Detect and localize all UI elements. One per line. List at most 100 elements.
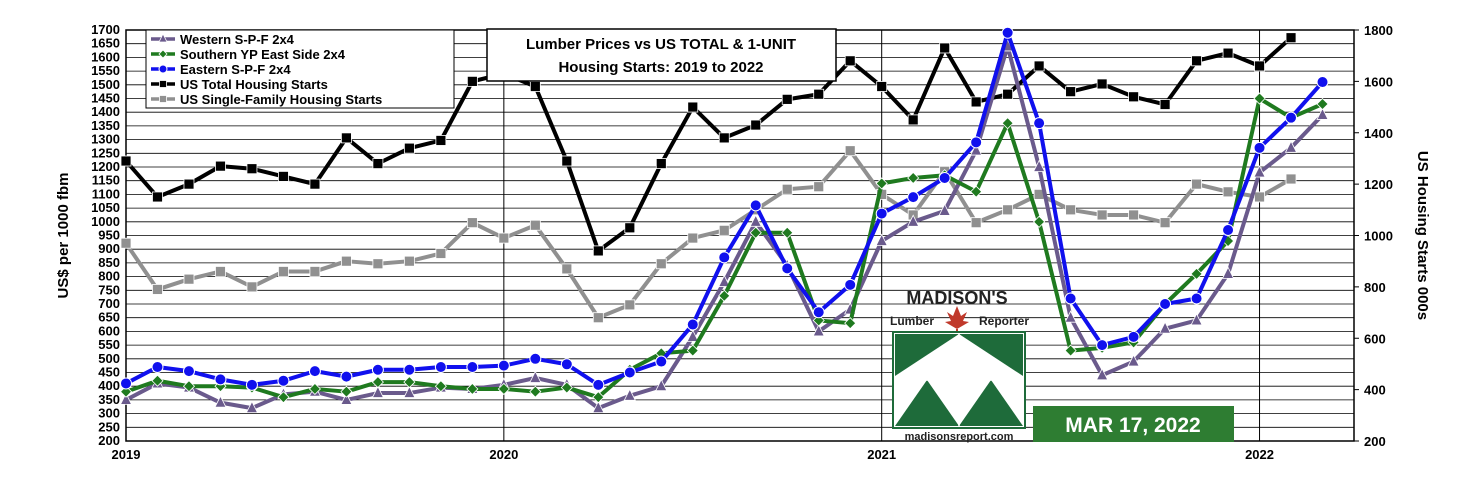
data-point [1191,55,1202,67]
data-point [749,199,762,212]
data-point [341,132,352,144]
data-point [435,135,447,146]
data-point [970,136,983,149]
data-point [718,289,731,302]
data-point [1033,215,1046,228]
data-point [655,355,668,368]
logo-emblem-shape-bl [895,380,959,426]
data-point [1159,217,1171,229]
data-point [592,378,605,391]
data-point [938,171,951,184]
y-left-tick-label: 1600 [91,49,120,64]
data-point [214,395,227,408]
data-point [1316,107,1329,120]
y-left-tick-label: 850 [98,255,120,270]
data-point [120,155,132,167]
chart-title-line1: Lumber Prices vs US TOTAL & 1-UNIT [526,36,796,53]
logo-brand: MADISON'S [906,288,1007,308]
legend-entry: US Single-Family Housing Starts [151,92,382,107]
data-point [1222,186,1234,198]
data-point [120,377,132,390]
legend-marker [159,80,167,88]
data-point [813,88,825,100]
data-point [340,392,353,405]
data-point [686,329,699,342]
data-point [278,266,289,277]
data-point [403,385,416,398]
x-tick-label: 2021 [867,447,896,462]
data-point [1284,140,1298,153]
y-left-tick-label: 550 [98,337,120,352]
y-left-tick-label: 1100 [92,186,120,201]
y-right-tick-label: 200 [1364,434,1386,449]
data-point [1316,97,1329,111]
data-point [182,380,196,393]
logo-sub-left: Lumber [890,314,934,328]
data-point [529,385,542,398]
y-left-tick-label: 300 [98,406,120,421]
data-point [750,119,762,131]
data-point [938,203,951,216]
logo-emblem-shape-tl [895,334,959,376]
series-eastern-s-p-f-2x4 [120,26,1329,391]
data-point [466,361,479,374]
data-point [435,248,447,259]
data-point [183,178,195,190]
legend-label: Eastern S-P-F 2x4 [180,62,291,77]
data-point [1128,91,1139,103]
y-left-tick-label: 250 [98,419,120,434]
data-point [1285,111,1298,124]
data-point [655,258,667,270]
y-left-tick-label: 1050 [91,200,120,215]
data-point [718,132,730,144]
y-left-tick-label: 1500 [91,77,120,92]
data-point [1033,117,1046,130]
data-point [844,55,856,67]
data-point [1222,47,1234,59]
y-left-tick-label: 1000 [91,214,120,229]
data-point [245,400,259,414]
chart-title-box: Lumber Prices vs US TOTAL & 1-UNIT Housi… [486,28,837,82]
data-point [1065,86,1077,98]
data-point [403,142,415,154]
data-point [182,365,195,378]
legend-entry: US Total Housing Starts [151,77,328,92]
data-point [718,251,731,264]
x-tick-label: 2019 [112,447,141,462]
data-point [875,233,888,246]
data-point [308,382,321,396]
y-left-tick-label: 1250 [91,145,120,160]
y-left-tick-label: 1700 [91,22,120,37]
data-point [1253,141,1266,154]
data-point [277,374,290,387]
data-point [781,93,793,105]
x-tick-label: 2020 [489,447,518,462]
y-left-axis-title: US$ per 1000 fbm [55,173,72,299]
data-point [1190,267,1203,280]
title-frame [486,28,837,82]
data-point [1285,173,1297,185]
y-left-tick-label: 1650 [91,36,120,51]
logo-sub-right: Reporter [979,314,1029,328]
data-point [687,232,699,244]
data-point [403,255,415,267]
y-right-tick-label: 1600 [1364,74,1393,89]
y-left-tick-label: 200 [98,433,120,448]
data-point [1253,92,1266,105]
data-point [1002,204,1014,216]
data-point [1033,60,1045,72]
data-point [1001,26,1014,39]
legend-label: Western S-P-F 2x4 [180,32,295,47]
data-point [592,391,605,404]
y-right-tick-label: 1800 [1364,23,1393,38]
data-point [970,96,982,108]
y-right-tick-label: 600 [1364,331,1386,346]
data-point [215,160,226,172]
data-point [686,318,699,331]
logo-emblem-shape-br [959,380,1023,426]
y-right-tick-label: 800 [1364,280,1386,295]
logo-url: madisonsreport.com [905,431,1014,443]
data-point [340,370,353,383]
data-point [119,392,133,405]
data-point [655,378,668,392]
